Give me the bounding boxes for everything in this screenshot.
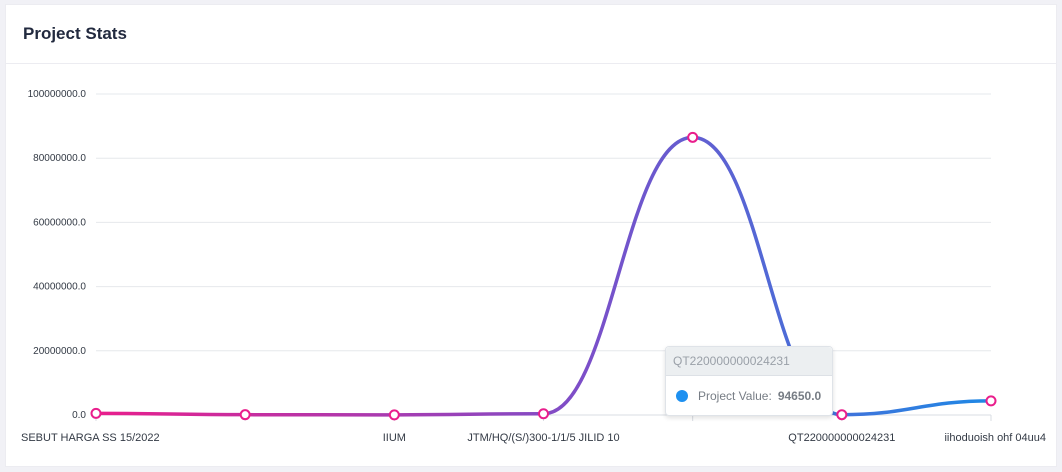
x-axis: SEBUT HARGA SS 15/2022 IIUM JTM/HQ/(S/)300… [21, 415, 1046, 444]
tooltip-title: QT220000000024231 [666, 347, 832, 376]
tooltip-value: 94650.0 [777, 389, 822, 403]
tooltip-series-marker [676, 390, 688, 402]
data-point-marker[interactable] [239, 409, 251, 421]
y-tick-label: 40000000.0 [33, 282, 86, 293]
line-chart: 0.0 20000000.0 40000000.0 60000000.0 8000000… [21, 89, 1046, 444]
y-axis: 0.0 20000000.0 40000000.0 60000000.0 8000000… [28, 89, 87, 421]
data-point-marker[interactable] [90, 407, 102, 419]
data-point-marker[interactable] [388, 409, 400, 421]
tooltip-body: Project Value: 94650.0 [666, 376, 832, 416]
y-tick-label: 80000000.0 [33, 153, 86, 164]
data-point-marker[interactable] [538, 408, 549, 420]
y-tick-label: 60000000.0 [33, 217, 86, 228]
x-category-label: SEBUT HARGA SS 15/2022 [21, 432, 160, 444]
x-category-label: iihoduoish ohf 04uu4 [944, 432, 1046, 444]
x-category-label: IIUM [383, 432, 406, 444]
y-tick-label: 0.0 [72, 410, 86, 421]
project-stats-card: Project Stats 0.0 20000000.0 40000000.0 600… [5, 4, 1057, 467]
card-header: Project Stats [6, 5, 1056, 64]
card-title: Project Stats [23, 24, 127, 43]
data-point-marker[interactable] [985, 395, 997, 407]
x-category-label: QT220000000024231 [788, 432, 895, 444]
y-tick-label: 20000000.0 [33, 346, 86, 357]
data-point-marker[interactable] [836, 409, 848, 421]
series-line [95, 135, 992, 417]
data-point-marker[interactable] [687, 131, 699, 143]
x-category-label: JTM/HQ/(S/)300-1/1/5 JILID 10 [467, 432, 619, 444]
tooltip: QT220000000024231 Project Value: 94650.0 [665, 346, 833, 416]
tooltip-series-label: Project Value: [698, 389, 772, 403]
gridlines [96, 93, 991, 416]
data-points [90, 131, 997, 421]
y-tick-label: 100000000.0 [28, 89, 87, 100]
